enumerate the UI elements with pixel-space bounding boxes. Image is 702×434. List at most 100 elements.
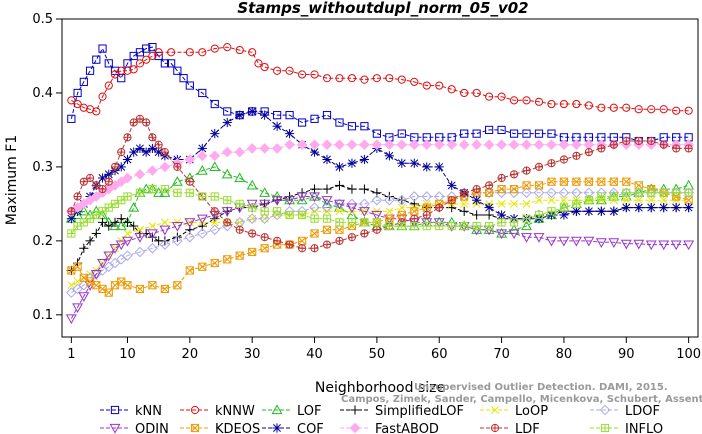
data-point-kdeos <box>185 266 194 275</box>
data-point-ldf <box>547 159 556 168</box>
data-point-knn <box>79 77 88 86</box>
data-point-simplifiedlof <box>459 206 469 216</box>
data-point-kdeos <box>497 184 506 194</box>
x-tick-label: 50 <box>369 347 386 362</box>
data-point-knnw <box>447 85 456 94</box>
series-line-odin <box>70 196 689 319</box>
data-point-knnw <box>460 88 469 98</box>
data-point-knn <box>154 51 163 61</box>
data-point-odin <box>508 229 520 240</box>
data-point-knnw <box>254 59 263 68</box>
data-point-cof <box>222 117 232 128</box>
data-point-cof <box>671 202 681 213</box>
series-line-loop <box>71 199 689 286</box>
legend-label: FastABOD <box>375 422 439 434</box>
data-point-knnw <box>273 66 282 75</box>
data-point-ldf <box>347 233 357 242</box>
data-point-fastabod <box>384 139 395 151</box>
data-point-inflo <box>522 214 531 223</box>
series-line-knn <box>70 46 689 142</box>
data-point-fastabod <box>84 194 96 206</box>
series-fastabod <box>66 139 694 217</box>
data-point-kdeos <box>235 251 244 260</box>
data-point-kdeos <box>135 284 145 294</box>
data-point-knn <box>185 81 194 90</box>
data-point-ldf <box>185 177 194 186</box>
data-point-ldf <box>485 181 494 190</box>
data-point-cof <box>496 210 507 220</box>
data-point-knnw <box>547 99 556 109</box>
data-point-ldf <box>622 136 631 146</box>
data-point-knnw <box>397 75 406 84</box>
data-point-ldf <box>659 140 668 149</box>
data-point-simplifiedlof <box>359 184 370 194</box>
data-point-cof <box>409 158 419 168</box>
data-point-inflo <box>148 184 157 194</box>
data-point-knnw <box>67 96 76 105</box>
data-point-cof <box>347 158 357 168</box>
data-point-cof <box>596 206 606 216</box>
data-point-knn <box>167 59 176 68</box>
data-point-fastabod <box>321 139 333 151</box>
data-point-odin <box>683 240 695 251</box>
data-point-knn <box>179 74 188 83</box>
data-point-loop <box>510 199 519 208</box>
data-point-ldf <box>154 140 163 149</box>
x-tick-label: 100 <box>676 347 701 362</box>
data-point-kdeos <box>297 236 307 245</box>
data-point-knn <box>67 114 76 123</box>
data-point-loop <box>323 207 331 216</box>
data-point-knnw <box>684 106 693 115</box>
data-point-simplifiedlof <box>97 217 108 227</box>
data-point-knnw <box>410 77 419 86</box>
y-tick-label: 0.4 <box>32 86 53 101</box>
data-point-fastabod <box>496 139 507 151</box>
series-cof <box>66 106 694 224</box>
data-point-knnw <box>129 65 138 74</box>
data-point-knn <box>347 122 357 131</box>
data-point-odin <box>296 192 308 203</box>
series-ldf <box>67 114 693 253</box>
data-point-fastabod <box>134 168 146 180</box>
data-point-fastabod <box>115 176 127 188</box>
data-point-ldf <box>129 118 138 127</box>
x-tick-label: 20 <box>182 347 199 362</box>
data-point-odin <box>72 303 84 314</box>
data-point-knnw <box>584 101 593 110</box>
data-point-knnw <box>372 74 381 83</box>
data-point-kdeos <box>534 181 544 190</box>
data-point-knn <box>223 107 232 116</box>
data-point-kdeos <box>104 288 113 297</box>
data-point-ldf <box>85 173 95 183</box>
data-point-cof <box>634 202 644 213</box>
data-point-knn <box>198 88 207 98</box>
data-point-loop <box>385 207 394 216</box>
data-point-kdeos <box>609 177 618 186</box>
legend-marker <box>490 423 500 433</box>
series-ldof <box>66 187 694 298</box>
data-point-knnw <box>422 81 431 90</box>
data-point-ldof <box>259 213 270 224</box>
data-point-ldf <box>210 207 219 216</box>
legend-marker <box>599 404 611 416</box>
data-point-fastabod <box>196 150 208 162</box>
legend-marker <box>350 405 360 415</box>
data-point-cof <box>122 154 133 165</box>
data-point-ldof <box>271 209 283 221</box>
data-point-cof <box>684 202 694 213</box>
legend-item-loop: LoOP <box>480 404 548 419</box>
data-point-kdeos <box>198 262 207 271</box>
series-inflo <box>67 184 693 238</box>
data-point-ldf <box>285 240 294 249</box>
data-point-simplifiedlof <box>91 228 101 239</box>
data-point-knn <box>160 59 169 68</box>
data-point-ldf <box>297 244 307 253</box>
legend-marker <box>349 422 361 434</box>
data-point-ldf <box>410 214 419 223</box>
data-point-inflo <box>485 221 494 231</box>
data-point-knnw <box>248 48 257 57</box>
legend-label: kNNW <box>215 404 255 419</box>
data-point-knn <box>322 111 332 120</box>
data-point-cof <box>484 202 494 213</box>
data-point-knn <box>360 122 369 131</box>
